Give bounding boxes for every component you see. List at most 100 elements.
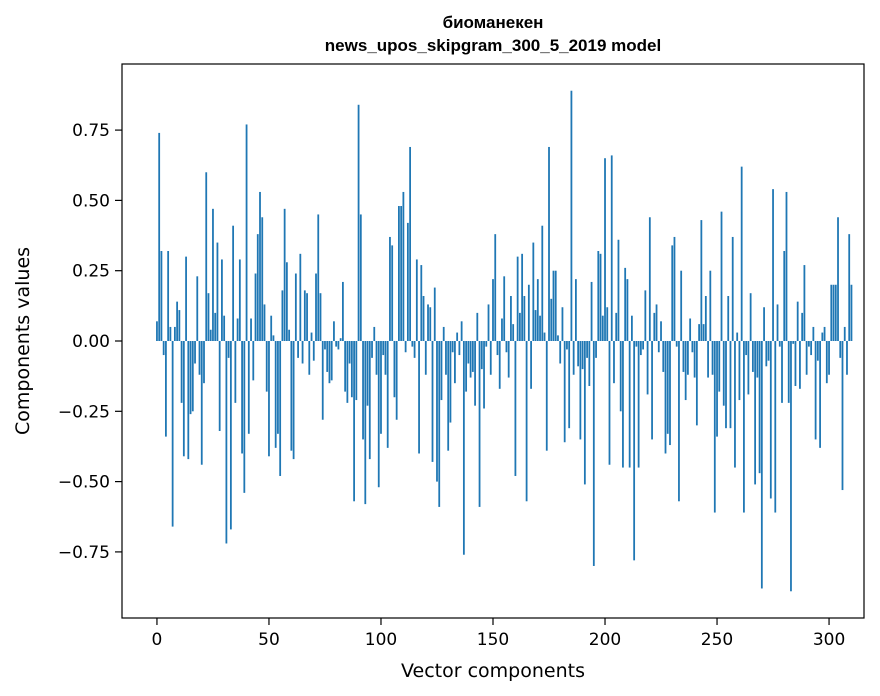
bar-27 [216,242,219,341]
bar-25 [212,208,214,341]
bar-172 [541,225,544,341]
bar-33 [229,341,232,530]
bar-124 [433,287,436,341]
bar-138 [465,341,468,392]
bar-282 [787,341,790,403]
bar-174 [545,341,548,451]
bar-142 [474,341,476,406]
bar-104 [389,236,391,341]
bar-166 [527,284,530,341]
bar-125 [436,341,438,482]
bar-283 [790,341,792,592]
bar-211 [628,341,631,468]
bar-90 [357,104,360,341]
bar-9 [176,301,179,341]
bar-62 [294,273,297,341]
bar-175 [548,146,550,341]
bar-204 [613,341,615,384]
y-tick-label: 0.00 [72,332,110,352]
bar-141 [471,341,474,372]
bar-65 [301,341,304,364]
bar-210 [626,279,629,341]
bar-256 [729,341,732,429]
bar-147 [485,341,488,347]
bar-245 [704,296,707,341]
bar-284 [792,341,795,344]
bar-38 [241,341,243,454]
bar-119 [422,296,425,341]
bar-120 [424,341,427,375]
y-axis-ticks: −0.75 −0.50 −0.25 0.00 0.25 0.50 0.75 [58,121,122,563]
bar-19 [198,341,201,375]
bar-249 [713,341,716,513]
bar-144 [478,341,481,507]
bar-195 [592,341,595,566]
bar-132 [451,341,454,353]
bar-67 [306,293,308,341]
bar-296 [819,341,821,448]
bar-21 [203,341,205,384]
bar-268 [756,341,759,378]
bar-154 [501,318,503,341]
bar-48 [263,304,266,341]
bar-230 [671,245,674,341]
bar-182 [563,341,566,443]
bar-305 [839,341,842,358]
bar-298 [823,326,826,341]
bar-187 [575,279,577,341]
bar-229 [669,341,671,446]
bar-91 [359,214,362,341]
y-tick-label: 0.25 [72,262,110,282]
bar-190 [581,341,584,370]
bar-117 [418,341,420,454]
bar-220 [648,217,651,341]
x-tick-label: 300 [813,630,845,650]
chart-title: биоманекен [443,13,544,32]
bar-78 [330,341,333,381]
bar-54 [277,341,279,434]
bar-152 [496,341,499,356]
bar-303 [834,284,837,341]
bar-0 [156,321,158,341]
bar-131 [449,341,452,423]
bar-233 [678,341,680,502]
bar-40 [245,124,248,342]
bar-178 [554,270,557,341]
bar-31 [225,341,228,544]
bar-309 [848,234,851,341]
bar-278 [778,341,781,347]
bar-251 [718,341,721,392]
bar-226 [662,341,665,372]
bar-6 [169,326,172,341]
bar-224 [657,341,660,353]
bar-151 [494,234,497,341]
bar-223 [655,304,658,341]
bar-180 [559,341,562,364]
bar-185 [570,90,573,341]
bar-194 [590,281,593,341]
bar-221 [651,341,653,440]
bar-108 [398,206,400,341]
bar-287 [799,341,801,389]
bar-134 [456,332,459,341]
bar-76 [326,341,329,372]
bar-150 [492,279,494,341]
bar-240 [693,341,696,378]
bar-310 [850,284,853,341]
bar-183 [566,341,568,350]
bar-212 [631,315,633,341]
bar-241 [695,341,698,426]
bar-122 [429,307,432,341]
bar-181 [561,307,564,341]
bar-3 [162,341,165,356]
bar-130 [447,341,450,451]
bar-97 [373,326,376,341]
bar-73 [319,293,322,341]
bar-244 [702,324,705,341]
bar-37 [238,259,241,341]
bar-140 [469,341,472,378]
bar-143 [476,312,479,341]
bar-129 [445,341,447,375]
bar-121 [427,304,429,341]
